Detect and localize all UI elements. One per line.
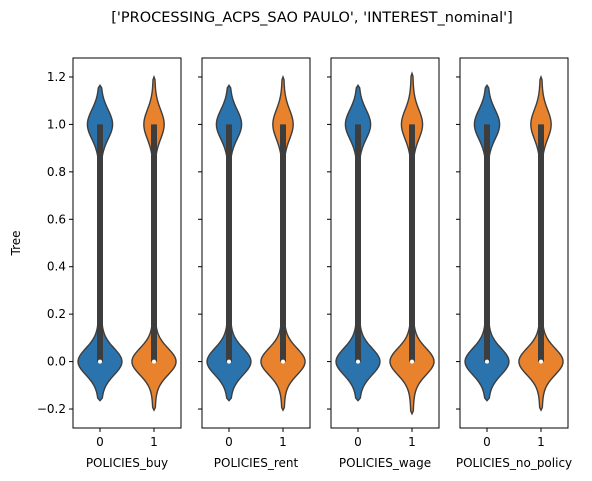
chart-title: ['PROCESSING_ACPS_SAO PAULO', 'INTEREST_… xyxy=(111,10,513,26)
y-axis-label: Tree xyxy=(9,230,23,256)
x-axis-label: POLICIES_no_policy xyxy=(456,456,572,470)
axes-frame xyxy=(330,57,440,429)
axes-frame xyxy=(201,57,311,429)
violin-iqr-box xyxy=(355,124,361,362)
violin-median xyxy=(485,359,489,364)
violin-median xyxy=(356,359,360,364)
axes-frame xyxy=(72,57,182,429)
violin-iqr-box xyxy=(409,124,415,362)
x-axis-label: POLICIES_rent xyxy=(214,456,299,470)
violin-iqr-box xyxy=(97,124,103,362)
subplot-3: 0 1 POLICIES_wage xyxy=(327,57,440,470)
violin-median xyxy=(410,359,414,364)
violin-median xyxy=(227,359,231,364)
x-tick-label: 1 xyxy=(537,435,545,449)
x-tick-label: 0 xyxy=(483,435,491,449)
y-tick-label: 0.0 xyxy=(47,355,66,369)
x-tick-label: 1 xyxy=(150,435,158,449)
subplot-4: 0 1 POLICIES_no_policy xyxy=(456,57,572,470)
y-tick-label: 1.0 xyxy=(47,117,66,131)
violin-median xyxy=(281,359,285,364)
x-tick-label: 0 xyxy=(354,435,362,449)
x-tick-label: 0 xyxy=(225,435,233,449)
violin-iqr-box xyxy=(151,124,157,362)
y-tick-label: 0.4 xyxy=(47,260,66,274)
violin-iqr-box xyxy=(484,124,490,362)
y-tick-label: 1.2 xyxy=(47,70,66,84)
y-tick-label: 0.2 xyxy=(47,307,66,321)
violin-iqr-box xyxy=(280,124,286,362)
y-tick-label: −0.2 xyxy=(37,402,66,416)
x-axis-label: POLICIES_buy xyxy=(86,456,168,470)
violin-iqr-box xyxy=(538,124,544,362)
violin-iqr-box xyxy=(226,124,232,362)
x-axis-label: POLICIES_wage xyxy=(339,456,431,470)
x-tick-label: 1 xyxy=(408,435,416,449)
subplot-2: 0 1 POLICIES_rent xyxy=(198,57,311,470)
violin-median xyxy=(98,359,102,364)
x-tick-label: 0 xyxy=(96,435,104,449)
violin-median xyxy=(152,359,156,364)
y-tick-label: 0.8 xyxy=(47,165,66,179)
x-tick-label: 1 xyxy=(279,435,287,449)
subplot-panels: −0.2 0.0 0.2 0.4 0.6 0.8 1.0 1.2 0 1 POLICIES_buy 0… xyxy=(37,57,572,470)
subplot-1: −0.2 0.0 0.2 0.4 0.6 0.8 1.0 1.2 0 1 POLICIES_buy xyxy=(37,57,182,470)
violin-median xyxy=(539,359,543,364)
y-tick-label: 0.6 xyxy=(47,212,66,226)
axes-frame xyxy=(459,57,569,429)
